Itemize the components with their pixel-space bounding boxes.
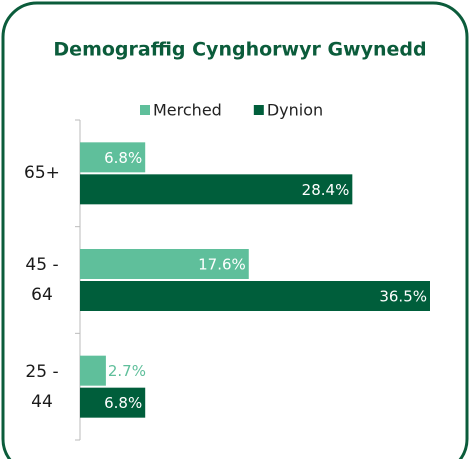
- value-label: 2.7%: [108, 362, 146, 380]
- category-label: 65+: [24, 163, 60, 184]
- value-label: 28.4%: [302, 181, 350, 199]
- bar: [80, 355, 106, 386]
- legend-swatch: [140, 105, 150, 115]
- chart-title: Demograffig Cynghorwyr Gwynedd: [53, 39, 426, 61]
- legend-label: Dynion: [267, 101, 323, 120]
- legend-swatch: [253, 105, 264, 115]
- bar: [80, 387, 146, 418]
- category-label: 25 - 44: [25, 361, 59, 412]
- category-label: 45 - 64: [25, 255, 59, 305]
- legend-label: Merched: [153, 101, 222, 120]
- value-label: 6.8%: [104, 149, 142, 167]
- bar: [80, 249, 249, 279]
- bar: [80, 142, 146, 173]
- bar: [80, 174, 353, 205]
- value-label: 17.6%: [198, 256, 246, 274]
- bar: [80, 281, 430, 311]
- value-label: 36.5%: [379, 288, 427, 306]
- value-label: 6.8%: [104, 394, 142, 412]
